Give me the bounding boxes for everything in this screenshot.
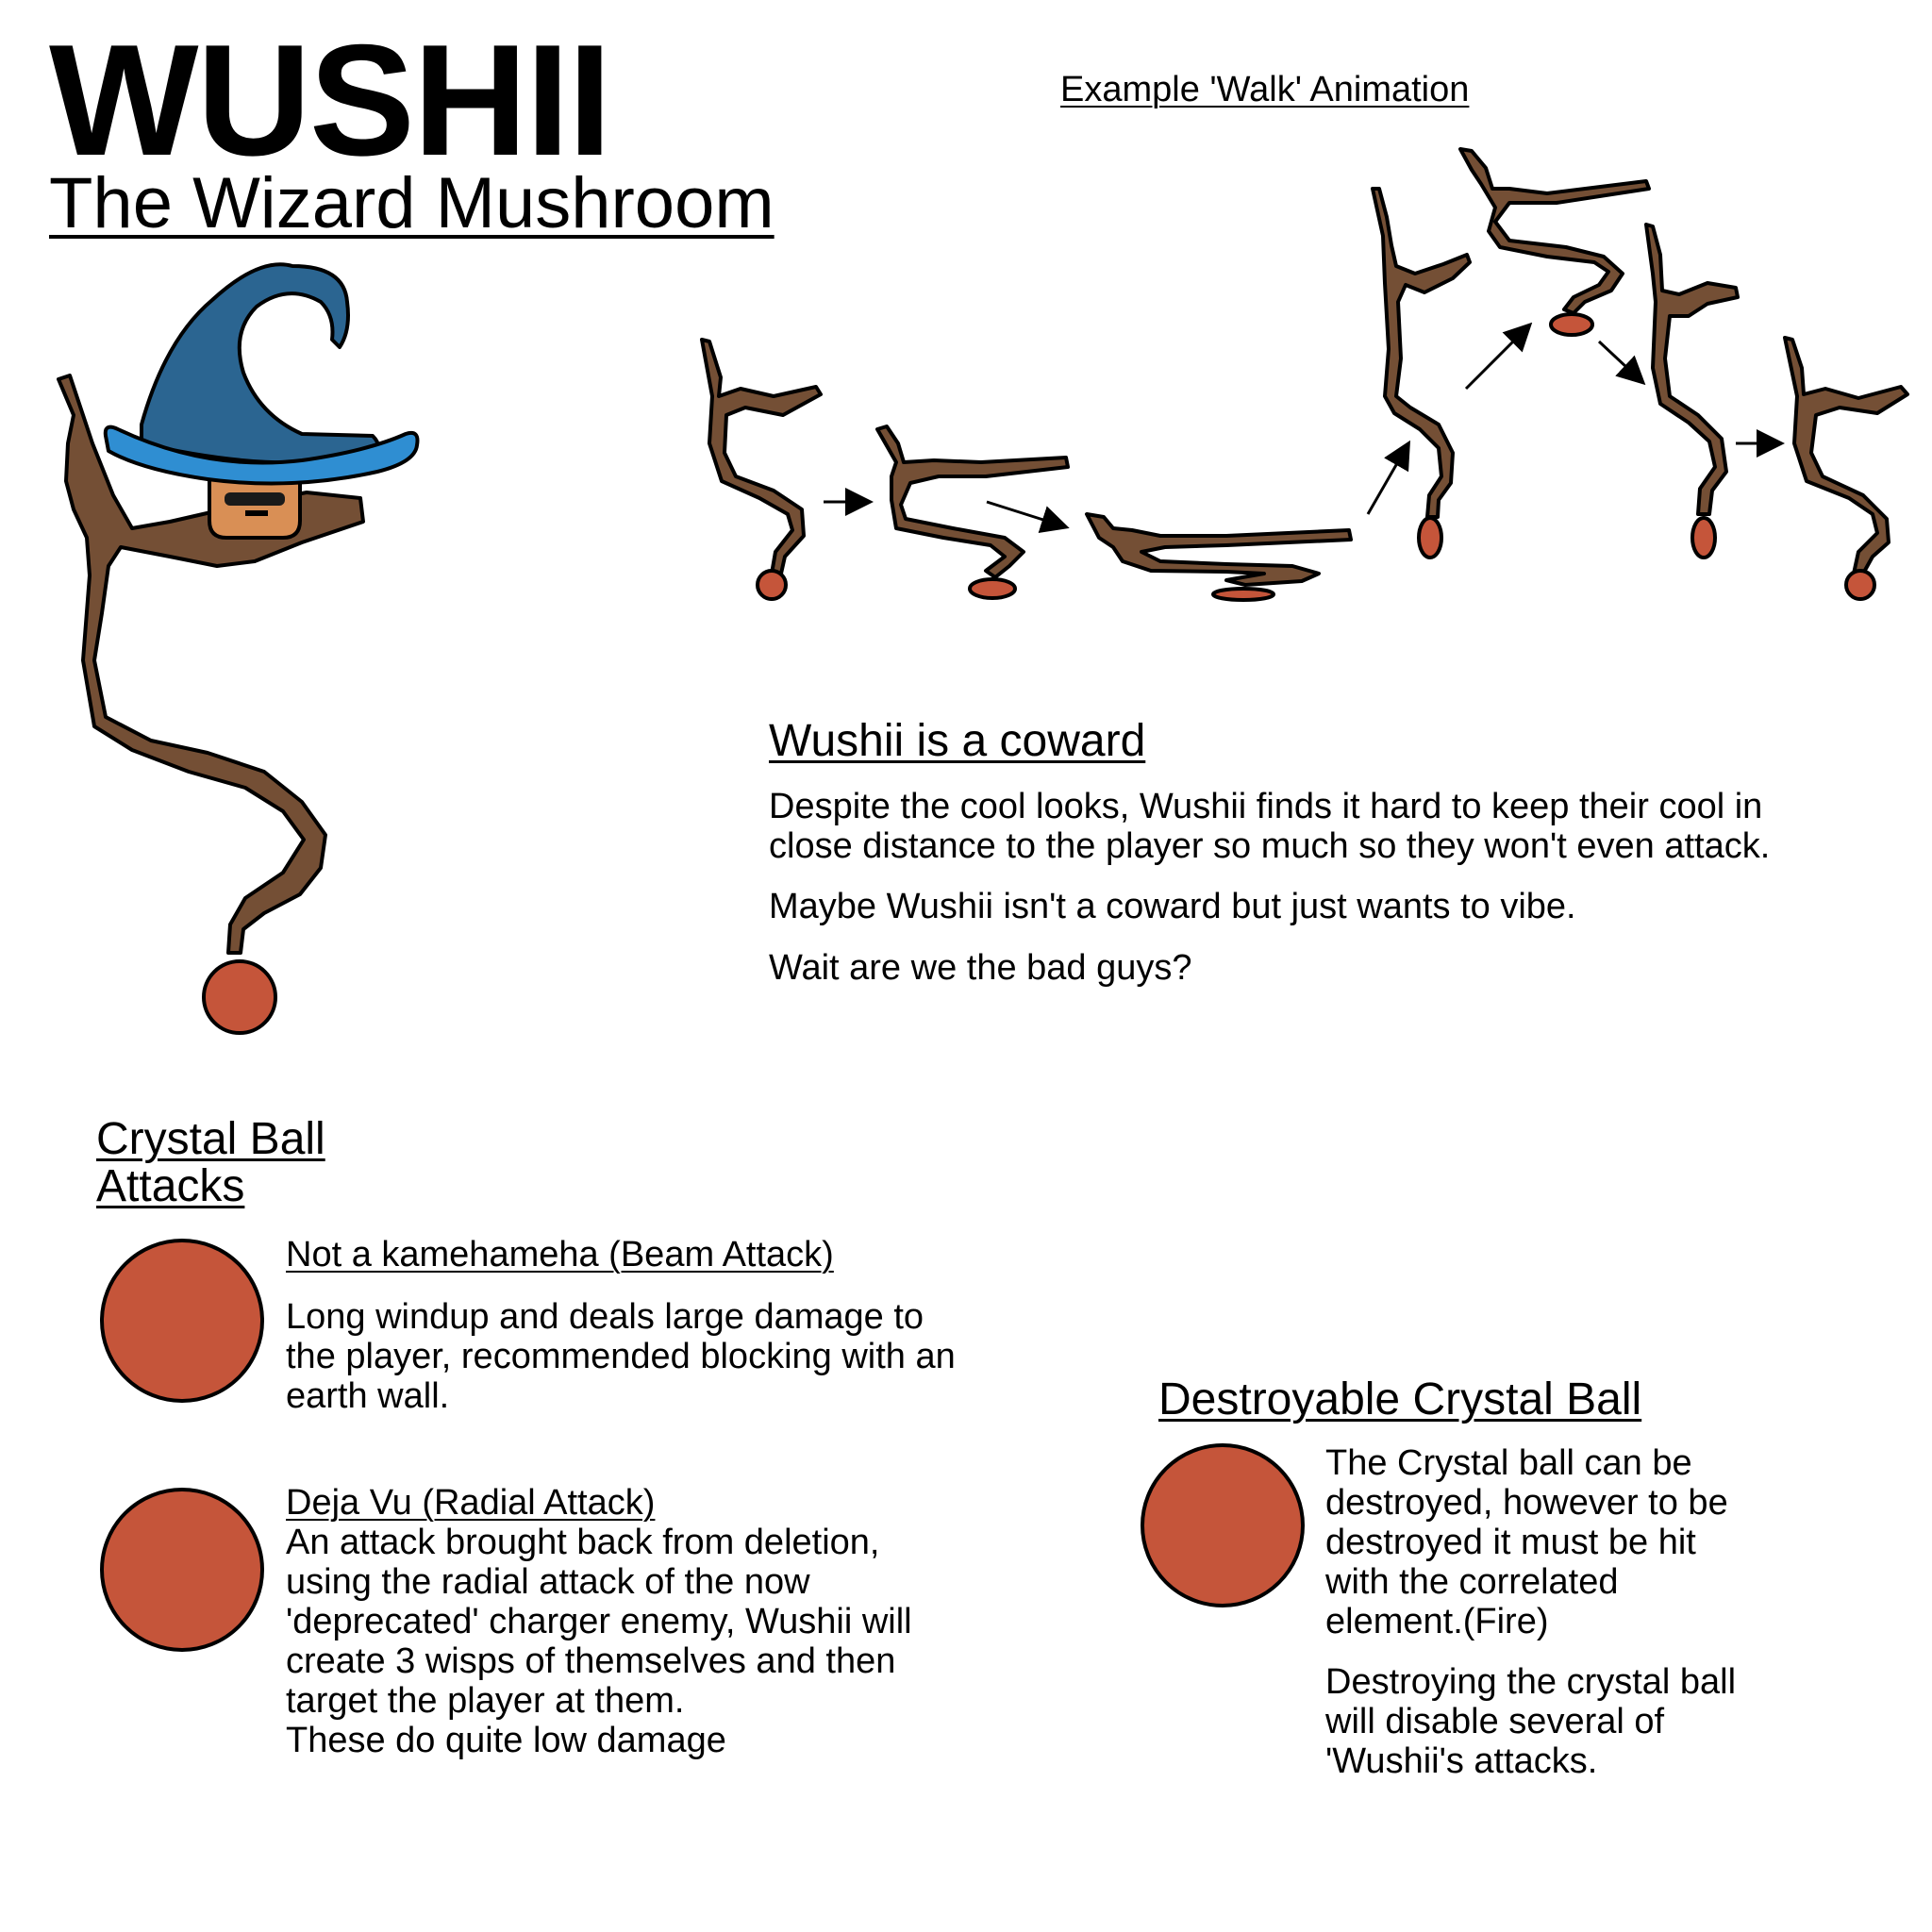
destroyable-heading: Destroyable Crystal Ball bbox=[1158, 1374, 1642, 1424]
sunglasses bbox=[225, 492, 285, 506]
wizard-hat-brim bbox=[103, 425, 420, 486]
walk-frame-4 bbox=[1371, 187, 1472, 559]
walk-frame-3 bbox=[1085, 512, 1353, 602]
crystal-ball bbox=[202, 959, 277, 1035]
wizard-hat-cone bbox=[140, 262, 380, 465]
walk-frame-1 bbox=[700, 338, 823, 601]
walk-frame-5 bbox=[1458, 147, 1651, 337]
walk-frame-7 bbox=[1783, 336, 1909, 601]
beam-attack-name: Not a kamehameha (Beam Attack) bbox=[286, 1235, 834, 1274]
destroyable-paragraph-1: The Crystal ball can be destroyed, howev… bbox=[1325, 1443, 1728, 1641]
face bbox=[208, 475, 302, 540]
radial-attack-name: Deja Vu (Radial Attack) bbox=[286, 1483, 656, 1523]
page-subtitle: The Wizard Mushroom bbox=[49, 163, 774, 243]
coward-paragraph-2: Maybe Wushii isn't a coward but just wan… bbox=[769, 887, 1576, 926]
coward-paragraph-3: Wait are we the bad guys? bbox=[769, 948, 1192, 988]
destroyable-crystal-ball bbox=[1141, 1443, 1305, 1607]
coward-paragraph-1: Despite the cool looks, Wushii finds it … bbox=[769, 787, 1771, 866]
beam-attack-crystal-ball bbox=[100, 1239, 264, 1403]
wushii-character-illustration bbox=[57, 262, 420, 1035]
radial-attack-description: An attack brought back from deletion, us… bbox=[286, 1523, 912, 1760]
page-title: WUSHII bbox=[49, 11, 612, 189]
destroyable-paragraph-2: Destroying the crystal ball will disable… bbox=[1325, 1662, 1737, 1781]
walk-animation-caption: Example 'Walk' Animation bbox=[1060, 70, 1470, 109]
attacks-heading-line-1: Crystal Ball bbox=[96, 1114, 325, 1164]
radial-attack-crystal-ball bbox=[100, 1488, 264, 1652]
beam-attack-description: Long windup and deals large damage to th… bbox=[286, 1297, 956, 1416]
mouth bbox=[245, 510, 268, 516]
walk-animation-frames bbox=[700, 147, 1909, 602]
coward-heading: Wushii is a coward bbox=[769, 716, 1146, 766]
walk-frame-6 bbox=[1644, 223, 1740, 559]
attacks-heading-line-2: Attacks bbox=[96, 1161, 245, 1211]
walk-frame-2 bbox=[875, 425, 1070, 600]
